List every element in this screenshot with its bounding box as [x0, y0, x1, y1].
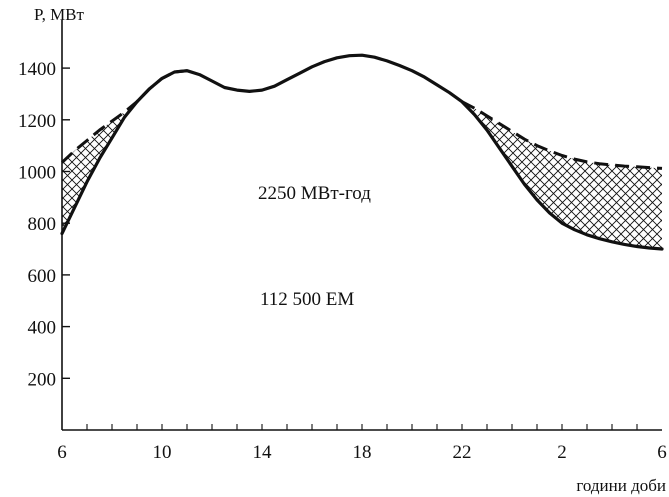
- cost-annotation: 112 500 ЕМ: [260, 289, 354, 310]
- x-tick-label: 14: [253, 442, 273, 463]
- y-axis-label: P, МВт: [34, 5, 85, 24]
- y-tick-label: 1200: [18, 111, 56, 132]
- x-tick-label: 18: [353, 442, 372, 463]
- y-tick-label: 800: [28, 214, 57, 235]
- x-tick-label: 10: [153, 442, 172, 463]
- load-curve-dashed: [60, 69, 663, 170]
- evening-hatch-region: [462, 101, 662, 249]
- reserve-hatched-area: [62, 70, 662, 249]
- y-tick-label: 400: [28, 318, 57, 339]
- x-tick-label: 2: [557, 442, 567, 463]
- y-tick-label: 200: [28, 369, 57, 390]
- x-tick-label: 6: [57, 442, 67, 463]
- y-ticks: 200 400 600 800 1000 1200 1400: [18, 59, 70, 390]
- y-tick-label: 600: [28, 266, 57, 287]
- x-tick-label: 6: [657, 442, 667, 463]
- energy-annotation: 2250 МВт-год: [258, 183, 371, 204]
- x-minor-ticks: [86, 424, 638, 430]
- y-tick-label: 1000: [18, 163, 56, 184]
- x-axis-label: години доби: [576, 476, 666, 495]
- y-tick-label: 1400: [18, 59, 56, 80]
- x-ticks: 6 10 14 18 22 2 6: [57, 442, 667, 463]
- morning-hatch-region: [62, 70, 187, 234]
- x-tick-label: 22: [453, 442, 472, 463]
